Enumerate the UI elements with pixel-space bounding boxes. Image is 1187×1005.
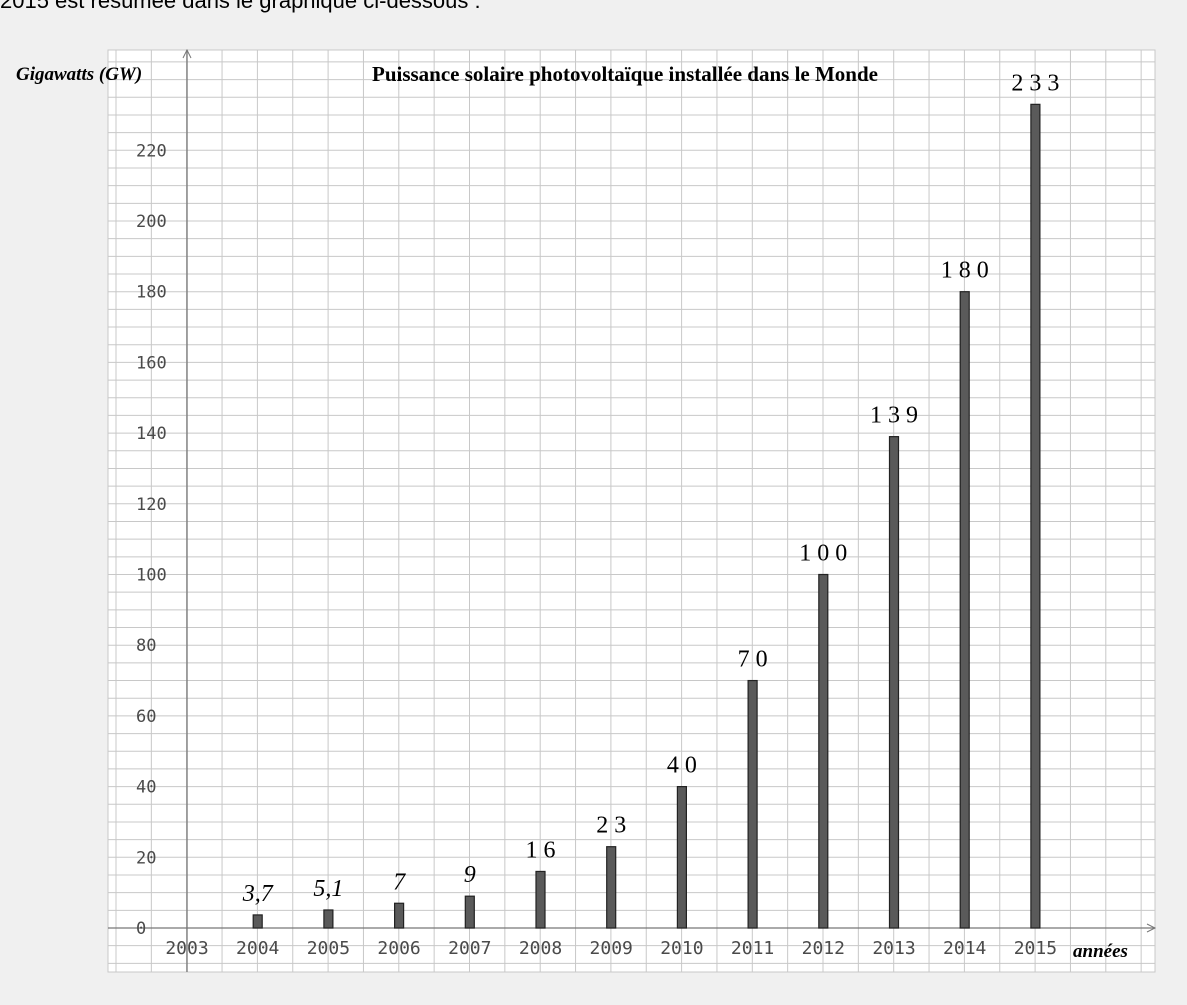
- x-tick-label: 2004: [236, 938, 279, 959]
- bar: [676, 785, 688, 929]
- y-tick-label: 20: [136, 848, 156, 868]
- bar: [747, 679, 758, 929]
- y-tick-label: 220: [136, 141, 167, 161]
- bar: [252, 914, 263, 929]
- x-tick-label: 2005: [307, 938, 350, 959]
- value-labels: 3,7 5,1 7 9 16 23 40 70 100 139 180 233: [242, 70, 1065, 907]
- x-tick-label: 2009: [590, 938, 633, 959]
- bar-value-label: 180: [941, 258, 995, 284]
- y-tick-label: 60: [136, 707, 156, 727]
- axes: [108, 48, 1157, 972]
- bar-value-label: 139: [870, 403, 924, 429]
- bar: [818, 573, 829, 929]
- x-tick-label: 2014: [943, 938, 986, 959]
- bars: [252, 103, 1041, 929]
- bar: [959, 291, 970, 929]
- chart-title: Puissance solaire photovoltaïque install…: [372, 62, 878, 86]
- bar: [888, 436, 900, 929]
- x-tick-label: 2007: [448, 938, 491, 959]
- bar: [464, 895, 475, 929]
- bar-value-label: 100: [799, 541, 853, 567]
- bar-value-label: 70: [738, 647, 774, 673]
- y-tick-label: 80: [136, 636, 156, 656]
- y-tick-label: 120: [136, 495, 167, 515]
- bar-value-label: 9: [464, 862, 476, 888]
- bar: [606, 846, 617, 929]
- y-tick-label: 160: [136, 353, 167, 373]
- x-tick-label: 2011: [731, 938, 774, 959]
- x-axis-arrow: [1146, 923, 1157, 933]
- x-axis-label: années: [1073, 941, 1128, 962]
- x-tick-label: 2006: [377, 938, 420, 959]
- y-axis-arrow: [182, 48, 192, 59]
- x-tick-label: 2010: [660, 938, 703, 959]
- y-tick-label: 0: [136, 919, 146, 939]
- bar: [323, 909, 334, 929]
- y-tick-label: 40: [136, 778, 156, 798]
- bar-value-label: 233: [1011, 70, 1065, 96]
- y-tick-label: 180: [136, 283, 167, 303]
- x-axis-ticks: 2003 2004 2005 2006 2007 2008 2009 2010 2011 2012…: [165, 938, 1057, 959]
- y-tick-label: 200: [136, 212, 167, 232]
- y-tick-label: 140: [136, 424, 167, 444]
- bar: [535, 870, 546, 929]
- bar-value-label: 23: [596, 813, 632, 839]
- y-axis-label: Gigawatts (GW): [16, 64, 142, 85]
- bar: [1030, 103, 1041, 929]
- bar-value-label: 40: [667, 753, 703, 779]
- bar: [394, 902, 405, 929]
- x-tick-label: 2003: [165, 938, 208, 959]
- y-axis-ticks: 0 20 40 60 80 100 120 140 160 180 200 220: [136, 141, 167, 939]
- bar-value-label: 7: [393, 869, 406, 895]
- x-tick-label: 2013: [872, 938, 915, 959]
- x-tick-label: 2008: [519, 938, 562, 959]
- y-tick-label: 100: [136, 566, 167, 586]
- bar-value-label: 16: [526, 837, 562, 863]
- bar-value-label: 3,7: [242, 881, 274, 907]
- bar-value-label: 5,1: [313, 876, 343, 902]
- x-tick-label: 2012: [802, 938, 845, 959]
- intro-text: 2015 est résumée dans le graphique ci-de…: [0, 0, 481, 13]
- x-tick-label: 2015: [1014, 938, 1057, 959]
